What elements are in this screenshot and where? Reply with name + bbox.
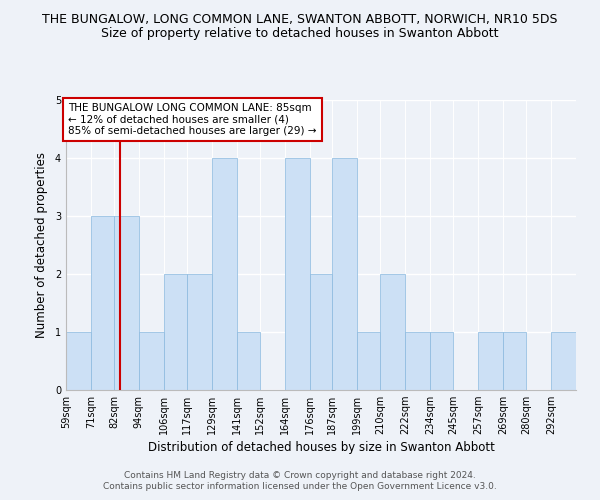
Text: Contains HM Land Registry data © Crown copyright and database right 2024.: Contains HM Land Registry data © Crown c… xyxy=(124,471,476,480)
Bar xyxy=(139,332,164,390)
Bar xyxy=(284,158,310,390)
Bar xyxy=(187,274,212,390)
Text: Size of property relative to detached houses in Swanton Abbott: Size of property relative to detached ho… xyxy=(101,28,499,40)
Bar xyxy=(91,216,114,390)
Bar xyxy=(332,158,358,390)
X-axis label: Distribution of detached houses by size in Swanton Abbott: Distribution of detached houses by size … xyxy=(148,442,494,454)
Text: THE BUNGALOW LONG COMMON LANE: 85sqm
← 12% of detached houses are smaller (4)
85: THE BUNGALOW LONG COMMON LANE: 85sqm ← 1… xyxy=(68,103,317,136)
Bar xyxy=(380,274,406,390)
Bar xyxy=(503,332,526,390)
Bar xyxy=(430,332,453,390)
Bar xyxy=(212,158,236,390)
Bar xyxy=(164,274,187,390)
Bar xyxy=(236,332,260,390)
Text: Contains public sector information licensed under the Open Government Licence v3: Contains public sector information licen… xyxy=(103,482,497,491)
Bar xyxy=(66,332,91,390)
Bar xyxy=(358,332,380,390)
Bar xyxy=(310,274,332,390)
Bar xyxy=(551,332,576,390)
Bar xyxy=(406,332,430,390)
Bar xyxy=(114,216,139,390)
Bar xyxy=(478,332,503,390)
Text: THE BUNGALOW, LONG COMMON LANE, SWANTON ABBOTT, NORWICH, NR10 5DS: THE BUNGALOW, LONG COMMON LANE, SWANTON … xyxy=(42,12,558,26)
Y-axis label: Number of detached properties: Number of detached properties xyxy=(35,152,48,338)
